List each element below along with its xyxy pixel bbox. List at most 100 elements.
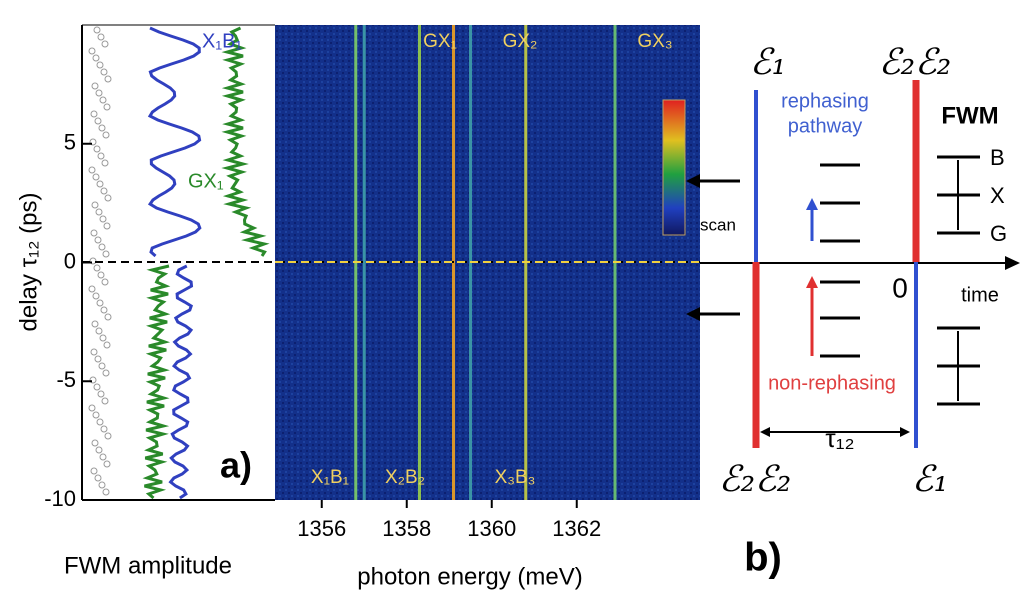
panel-b <box>686 80 1020 448</box>
marker-decoration <box>91 439 99 447</box>
marker-decoration <box>96 418 104 426</box>
marker-decoration <box>91 320 99 328</box>
marker-decoration <box>102 488 110 496</box>
marker-decoration <box>104 75 112 83</box>
marker-decoration <box>101 40 109 48</box>
marker-decoration <box>96 299 104 307</box>
marker-decoration <box>93 264 101 272</box>
marker-decoration <box>99 334 107 342</box>
y-tick-label: -5 <box>56 367 76 392</box>
marker-decoration <box>97 152 105 160</box>
marker-decoration <box>100 306 108 314</box>
marker-decoration <box>101 397 109 405</box>
marker-decoration <box>90 348 98 356</box>
trace-decoration <box>147 26 202 258</box>
marker-decoration <box>95 89 103 97</box>
marker-decoration <box>99 453 107 461</box>
line-label: GX₃ <box>637 31 672 52</box>
marker-decoration <box>88 404 96 412</box>
marker-decoration <box>95 327 103 335</box>
marker-decoration <box>100 68 108 76</box>
delay-label: τ₁₂ <box>825 423 854 453</box>
pulse-label: ℰ₂ℰ₂ <box>879 42 951 83</box>
trace-decoration <box>168 264 194 500</box>
marker-decoration <box>90 110 98 118</box>
marker-decoration <box>103 222 111 230</box>
line-label: X₃B₃ <box>495 467 536 488</box>
rephasing-label: pathway <box>788 115 863 137</box>
marker-decoration <box>94 236 102 244</box>
line-label: GX₁ <box>423 31 457 52</box>
curve-label: X₁B₁ <box>202 30 242 52</box>
panel-label: a) <box>220 445 252 486</box>
marker-decoration <box>99 215 107 223</box>
marker-decoration <box>88 166 96 174</box>
marker-decoration <box>91 201 99 209</box>
level-label: B <box>990 145 1005 170</box>
fwm-label: FWM <box>941 102 998 129</box>
trace-decoration <box>142 264 171 500</box>
marker-decoration <box>104 194 112 202</box>
pulse-label: ℰ₂ℰ₂ <box>719 459 791 500</box>
marker-decoration <box>101 159 109 167</box>
scan-label: scan <box>700 215 736 234</box>
marker-decoration <box>100 187 108 195</box>
colorbar <box>662 99 686 236</box>
marker-decoration <box>95 446 103 454</box>
marker-decoration <box>91 82 99 90</box>
x-label-left: FWM amplitude <box>64 552 232 579</box>
marker-decoration <box>94 474 102 482</box>
y-tick-label: 5 <box>64 130 76 155</box>
marker-decoration <box>103 460 111 468</box>
curve-label: GX₁ <box>188 170 224 192</box>
line-label: X₁B₁ <box>311 467 349 488</box>
marker-decoration <box>90 467 98 475</box>
marker-decoration <box>97 33 105 41</box>
level-label: G <box>990 221 1007 246</box>
marker-decoration <box>96 61 104 69</box>
marker-decoration <box>95 208 103 216</box>
marker-decoration <box>104 313 112 321</box>
line-label: GX₂ <box>503 31 538 52</box>
marker-decoration <box>98 243 106 251</box>
marker-decoration <box>97 390 105 398</box>
time-label: time <box>961 284 999 306</box>
panel-label: b) <box>744 536 782 580</box>
pulse-label: ℰ₁ <box>912 459 948 500</box>
marker-decoration <box>98 362 106 370</box>
marker-decoration <box>101 278 109 286</box>
y-label: delay τ₁₂ (ps) <box>15 193 42 332</box>
marker-decoration <box>103 103 111 111</box>
marker-decoration <box>98 481 106 489</box>
non-rephasing-label: non-rephasing <box>768 372 896 394</box>
marker-decoration <box>89 376 97 384</box>
marker-decoration <box>93 383 101 391</box>
marker-decoration <box>90 229 98 237</box>
marker-decoration <box>96 180 104 188</box>
marker-decoration <box>98 124 106 132</box>
marker-decoration <box>93 26 101 34</box>
x-tick-label: 1358 <box>382 516 431 541</box>
marker-decoration <box>100 425 108 433</box>
marker-decoration <box>94 355 102 363</box>
zero-label: 0 <box>892 272 908 303</box>
marker-decoration <box>99 96 107 104</box>
marker-decoration <box>102 369 110 377</box>
y-tick-label: -10 <box>44 486 76 511</box>
marker-decoration <box>94 117 102 125</box>
line-label: X₂B₂ <box>385 467 425 488</box>
marker-decoration <box>88 47 96 55</box>
marker-decoration <box>92 173 100 181</box>
rephasing-label: rephasing <box>781 90 869 112</box>
marker-decoration <box>103 341 111 349</box>
level-label: X <box>990 183 1005 208</box>
marker-decoration <box>88 285 96 293</box>
marker-decoration <box>92 292 100 300</box>
y-tick-label: 0 <box>64 248 76 273</box>
trace-decoration <box>221 26 270 257</box>
pulse-label: ℰ₁ <box>750 42 786 83</box>
marker-decoration <box>93 145 101 153</box>
x-tick-label: 1360 <box>467 516 516 541</box>
marker-decoration <box>104 432 112 440</box>
